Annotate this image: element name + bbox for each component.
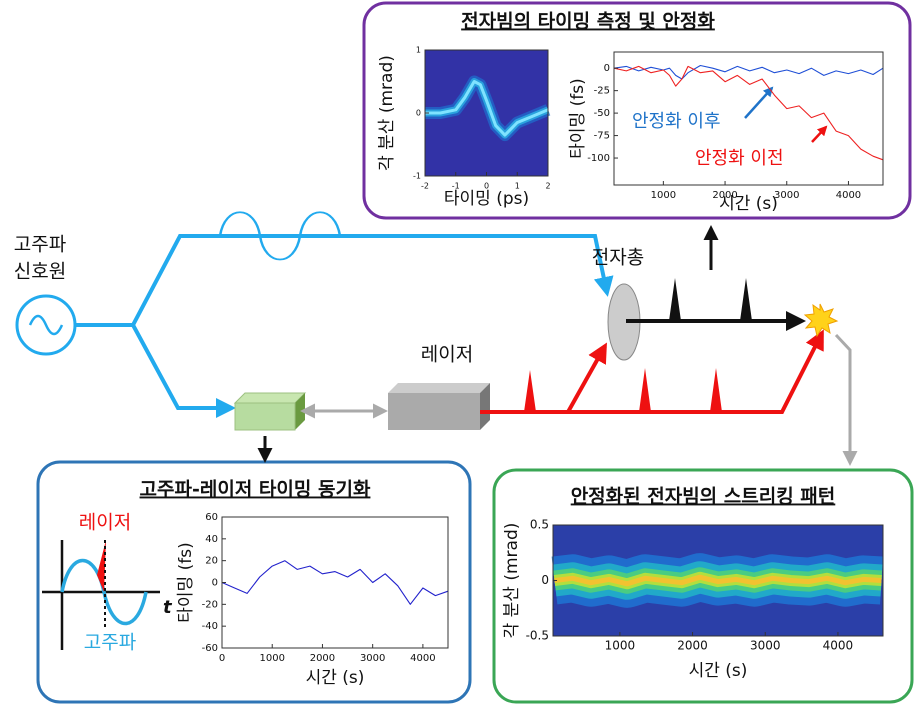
y-axis-label: 각 분산 (mrad) [377,55,397,171]
line-series [613,65,884,161]
panel-title: 고주파-레이저 타이밍 동기화 [140,479,371,501]
y-tick-label: -50 [594,108,610,119]
laser-line [480,329,824,414]
rf-wave [218,211,342,261]
x-tick-label: 3000 [360,653,385,664]
x-tick-label: 3000 [774,190,799,201]
laser-pulse [524,368,722,412]
x-tick-label: 1000 [651,190,676,201]
y-tick-label: 0 [212,578,218,589]
y-tick-label: -0.5 [526,629,549,643]
bottom-left-panel [36,460,472,704]
x-tick-label: 4000 [836,190,861,201]
y-tick-label: -40 [202,621,218,632]
y-tick-label: 0 [541,573,549,587]
laser-box [388,393,480,430]
y-tick-label: -100 [587,153,610,164]
electron-pulse [669,278,752,321]
line-series [221,560,449,605]
x-axis-label: 타이밍 (ps) [444,189,529,209]
rf-icon [28,314,64,336]
x-tick-label: 3000 [750,639,781,653]
x-axis-label: 시간 (s) [689,661,748,681]
x-tick-label: 1 [515,182,520,191]
y-axis-label: 각 분산 (mrad) [502,523,522,639]
x-tick-label: 0 [484,182,489,191]
panel-title: 전자빔의 타이밍 측정 및 안정화 [461,11,715,33]
x-tick-label: 1000 [605,639,636,653]
x-tick-label: 2000 [677,639,708,653]
laser-line [566,342,607,413]
x-tick-label: 4000 [823,639,854,653]
rf-line [131,324,236,418]
y-tick-label: 0 [604,63,610,74]
plot-frame [613,51,884,186]
laser-box [388,383,490,393]
rf-label: 신호원 [14,261,66,283]
y-tick-label: 0 [416,109,421,118]
x-tick-label: 4000 [410,653,435,664]
y-tick-label: 20 [205,556,218,567]
sync-box [234,402,296,431]
y-tick-label: -25 [594,86,610,97]
sync-box [233,392,307,404]
y-tick-label: 40 [205,534,218,545]
x-tick-label: 2000 [712,190,737,201]
rf-line [76,234,614,327]
annotation-arrow [744,86,774,119]
gun-label: 전자총 [592,247,644,269]
annotation-arrow [811,125,828,143]
x-tick-label: 0 [219,653,225,664]
x-tick-label: -2 [421,182,429,191]
y-tick-label: 60 [205,512,218,523]
y-tick-label: 0.5 [530,518,549,532]
inset-axis-label: t [163,597,173,618]
laser-label: 레이저 [421,344,473,366]
x-axis-label: 시간 (s) [306,668,365,688]
rf-label: 고주파 [14,234,66,256]
x-tick-label: 2000 [310,653,335,664]
annotation: 안정화 이후 [632,111,721,132]
inset-label: 고주파 [84,632,136,654]
annotation: 안정화 이전 [695,148,784,169]
x-tick-label: -1 [452,182,460,191]
y-axis-label: 타이밍 (fs) [176,542,196,622]
inset-label: 레이저 [79,512,131,534]
heatmap-band [425,80,549,137]
laser-box [480,383,490,430]
y-axis-label: 타이밍 (fs) [568,78,588,158]
y-tick-label: 1 [416,46,421,55]
x-tick-label: 2 [545,182,550,191]
heatmap-band [554,574,882,587]
panel-title: 안정화된 전자빔의 스트리킹 패턴 [571,486,836,508]
y-tick-label: -75 [594,131,610,142]
connection [834,333,858,466]
x-axis-label: 시간 (s) [719,194,778,214]
y-tick-label: -20 [202,599,218,610]
x-tick-label: 1000 [259,653,284,664]
inset-laser [97,540,106,592]
y-tick-label: -60 [202,643,218,654]
y-tick-label: -1 [413,172,421,181]
target [803,303,839,338]
